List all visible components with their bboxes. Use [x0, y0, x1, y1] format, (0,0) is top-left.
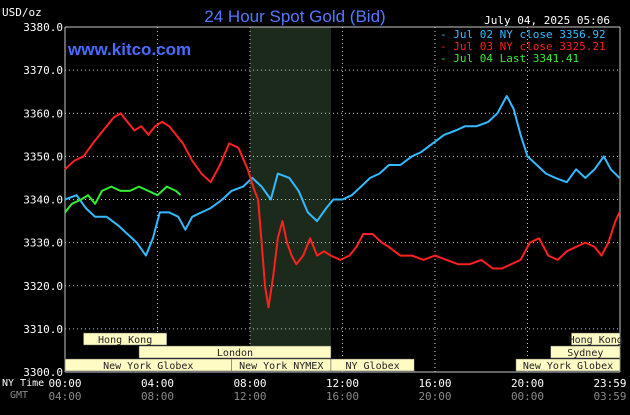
- market-sessions: Hong Kong London New York Globex New York N…: [64, 332, 623, 372]
- session-bar: [330, 358, 415, 372]
- session-bar: [83, 332, 167, 346]
- session-label: NY Globex: [345, 361, 399, 372]
- x-tick-ny: 00:00: [48, 377, 81, 390]
- x-tick-ny: 12:00: [326, 377, 359, 390]
- y-tick-label: 3360.0: [23, 107, 63, 120]
- y-tick-label: 3320.0: [23, 280, 63, 293]
- session-label: London: [217, 348, 253, 359]
- x-axis-ticks: 00:0004:0004:0008:0008:0012:0012:0016:00…: [48, 377, 626, 403]
- y-tick-label: 3380.0: [23, 21, 63, 34]
- session-label: Sydney: [567, 348, 603, 359]
- grid: [64, 26, 621, 373]
- gmt-label: GMT: [10, 390, 28, 401]
- y-axis-ticks: 3300.0 3310.0 3320.0 3330.0 3340.0 3350.0 3360…: [23, 21, 63, 379]
- legend-item-jul04: - Jul 04 Last 3341.41: [440, 52, 579, 65]
- ny-time-label: NY Time: [2, 378, 44, 389]
- y-tick-label: 3330.0: [23, 237, 63, 250]
- x-tick-gmt: 08:00: [141, 390, 174, 403]
- series-line-0: [64, 95, 621, 257]
- y-tick-label: 3310.0: [23, 323, 63, 336]
- session-bar: [515, 358, 621, 372]
- x-tick-gmt: 20:00: [418, 390, 451, 403]
- legend-item-jul03: - Jul 03 NY close 3325.21: [440, 40, 606, 53]
- legend-item-jul02: - Jul 02 NY close 3356.92: [440, 28, 606, 41]
- x-tick-gmt: 03:59: [593, 390, 626, 403]
- series-line-1: [64, 112, 621, 309]
- x-tick-ny: 20:00: [511, 377, 544, 390]
- session-label: Hong Kong: [98, 335, 152, 346]
- y-tick-label: 3300.0: [23, 366, 63, 379]
- session-bar: [571, 332, 621, 346]
- session-bar: [550, 345, 621, 359]
- nymex-highlight: [250, 27, 331, 372]
- kitco-watermark: www.kitco.com: [67, 40, 191, 59]
- x-tick-gmt: 16:00: [326, 390, 359, 403]
- session-label: New York Globex: [103, 361, 193, 372]
- x-tick-gmt: 00:00: [511, 390, 544, 403]
- y-tick-label: 3370.0: [23, 64, 63, 77]
- session-label: New York NYMEX: [239, 361, 323, 372]
- session-bar: [138, 345, 332, 359]
- x-tick-ny: 23:59: [593, 377, 626, 390]
- x-tick-ny: 04:00: [141, 377, 174, 390]
- series-line-2: [64, 185, 182, 214]
- y-tick-label: 3340.0: [23, 194, 63, 207]
- x-tick-gmt: 04:00: [48, 390, 81, 403]
- x-tick-ny: 08:00: [233, 377, 266, 390]
- x-tick-gmt: 12:00: [233, 390, 266, 403]
- y-tick-label: 3350.0: [23, 150, 63, 163]
- x-tick-ny: 16:00: [418, 377, 451, 390]
- series-lines: [64, 95, 621, 309]
- y-unit-label: USD/oz: [2, 6, 42, 19]
- session-label: Hong Kong: [569, 335, 623, 346]
- chart-title: 24 Hour Spot Gold (Bid): [204, 7, 385, 26]
- chart-date: July 04, 2025 05:06: [484, 14, 610, 27]
- session-label: New York Globex: [523, 361, 613, 372]
